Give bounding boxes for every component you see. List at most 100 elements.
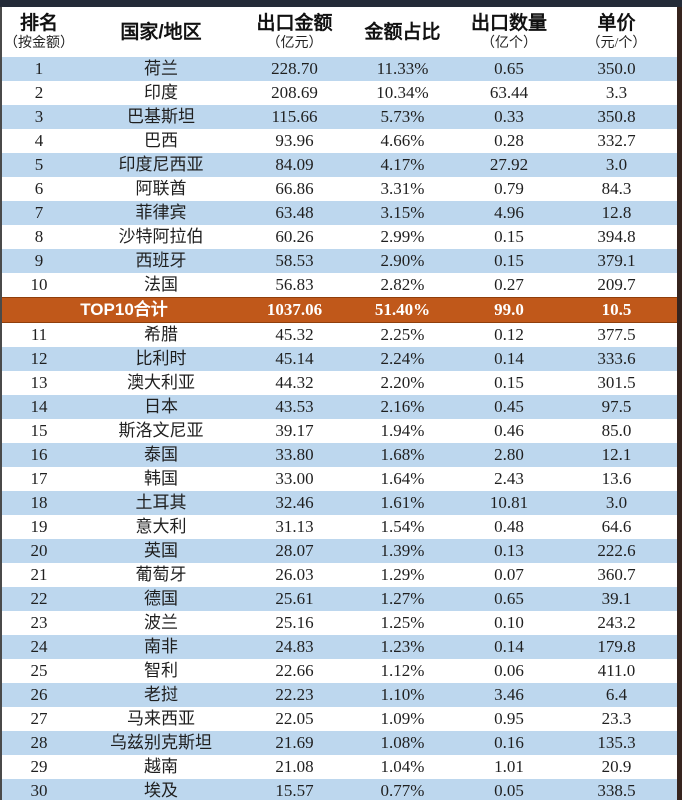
cell-rank: 2 [34, 83, 44, 102]
col-header-amount: 出口金额 （亿元） [246, 7, 343, 57]
cell-unit-price: 85.0 [601, 421, 632, 440]
cell-amount: 15.57 [275, 781, 314, 800]
cell-quantity: 0.28 [494, 131, 524, 150]
col-header-country-title: 国家/地区 [120, 21, 202, 43]
cell-rank: 7 [34, 203, 44, 222]
cell-share: 1.39% [380, 541, 425, 560]
cell-share: 2.16% [380, 397, 425, 416]
cell-quantity: 0.12 [494, 325, 524, 344]
cell-unit-price: 3.0 [605, 493, 628, 512]
cell-share: 0.77% [380, 781, 425, 800]
table-row: 9 西班牙 58.53 2.90% 0.15 379.1 [2, 249, 677, 273]
col-header-quantity-title: 出口数量 [470, 13, 547, 34]
cell-country: 波兰 [144, 613, 178, 632]
col-header-amount-title: 出口金额 [256, 13, 333, 34]
cell-share: 1.64% [380, 469, 425, 488]
cell-rank: 3 [34, 107, 44, 126]
cell-share: 1.61% [380, 493, 425, 512]
cell-unit-price: 13.6 [601, 469, 632, 488]
table-row: 30 埃及 15.57 0.77% 0.05 338.5 [2, 779, 677, 800]
cell-country: 西班牙 [135, 251, 187, 270]
table-row: 5 印度尼西亚 84.09 4.17% 27.92 3.0 [2, 153, 677, 177]
table-row: 14 日本 43.53 2.16% 0.45 97.5 [2, 395, 677, 419]
cell-rank: 9 [34, 251, 44, 270]
cell-rank: 22 [30, 589, 48, 608]
cell-share: 1.10% [380, 685, 425, 704]
cell-amount: 22.23 [275, 685, 314, 704]
cell-quantity: 0.07 [494, 565, 524, 584]
cell-share: 2.82% [380, 275, 425, 294]
cell-unit-price: 350.8 [597, 107, 636, 126]
cell-rank: 24 [30, 637, 48, 656]
cell-amount: 22.05 [275, 709, 314, 728]
cell-country: 韩国 [144, 469, 178, 488]
table-row: 20 英国 28.07 1.39% 0.13 222.6 [2, 539, 677, 563]
cell-quantity: 0.79 [494, 179, 524, 198]
col-header-share: 金额占比 [343, 7, 462, 57]
cell-unit-price: 338.5 [597, 781, 636, 800]
cell-amount: 60.26 [275, 227, 314, 246]
cell-share: 4.17% [380, 155, 425, 174]
cell-rank: 25 [30, 661, 48, 680]
col-header-unit-price-title: 单价 [597, 13, 636, 34]
cell-rank: 4 [34, 131, 44, 150]
cell-amount: 93.96 [275, 131, 314, 150]
cell-amount: 26.03 [275, 565, 314, 584]
col-header-quantity-subtitle: （亿个） [481, 36, 537, 51]
table-row: 24 南非 24.83 1.23% 0.14 179.8 [2, 635, 677, 659]
cell-amount: 63.48 [275, 203, 314, 222]
cell-amount: 45.14 [275, 349, 314, 368]
cell-share: 1.12% [380, 661, 425, 680]
cell-country: 巴西 [144, 131, 178, 150]
cell-quantity: 0.15 [494, 373, 524, 392]
cell-country: 日本 [144, 397, 178, 416]
cell-share: 11.33% [376, 59, 429, 78]
total-label: TOP10合计 [2, 297, 246, 323]
col-header-amount-subtitle: （亿元） [266, 36, 323, 51]
cell-unit-price: 209.7 [597, 275, 636, 294]
cell-share: 4.66% [380, 131, 425, 150]
cell-share: 2.24% [380, 349, 425, 368]
cell-unit-price: 10.5 [556, 297, 677, 323]
table-row: 2 印度 208.69 10.34% 63.44 3.3 [2, 81, 677, 105]
col-header-country: 国家/地区 [76, 7, 246, 57]
cell-rank: 13 [30, 373, 48, 392]
cell-amount: 31.13 [275, 517, 314, 536]
cell-rank: 15 [30, 421, 48, 440]
cell-unit-price: 222.6 [597, 541, 636, 560]
cell-share: 2.90% [380, 251, 425, 270]
total-row: TOP10合计 1037.06 51.40% 99.0 10.5 [2, 297, 677, 323]
cell-amount: 115.66 [271, 107, 318, 126]
cell-quantity: 63.44 [489, 83, 529, 102]
header-row: 排名 （按金额） 国家/地区 出口金额 （亿元） 金额占比 [2, 7, 677, 57]
cell-unit-price: 3.3 [605, 83, 628, 102]
cell-amount: 56.83 [275, 275, 314, 294]
cell-share: 1.94% [380, 421, 425, 440]
cell-rank: 12 [30, 349, 48, 368]
cell-quantity: 1.01 [494, 757, 524, 776]
table-row: 12 比利时 45.14 2.24% 0.14 333.6 [2, 347, 677, 371]
cell-amount: 24.83 [275, 637, 314, 656]
cell-unit-price: 411.0 [597, 661, 636, 680]
cell-country: 澳大利亚 [127, 373, 195, 392]
cell-unit-price: 12.1 [601, 445, 632, 464]
cell-rank: 6 [34, 179, 44, 198]
table-row: 21 葡萄牙 26.03 1.29% 0.07 360.7 [2, 563, 677, 587]
cell-amount: 208.69 [271, 83, 318, 102]
table-row: 29 越南 21.08 1.04% 1.01 20.9 [2, 755, 677, 779]
cell-unit-price: 360.7 [597, 565, 636, 584]
cell-share: 1.09% [380, 709, 425, 728]
cell-rank: 27 [30, 709, 48, 728]
cell-quantity: 0.27 [494, 275, 524, 294]
cell-quantity: 0.15 [494, 251, 524, 270]
cell-amount: 33.80 [275, 445, 314, 464]
cell-unit-price: 20.9 [601, 757, 632, 776]
cell-unit-price: 301.5 [597, 373, 636, 392]
table-row: 7 菲律宾 63.48 3.15% 4.96 12.8 [2, 201, 677, 225]
cell-country: 荷兰 [144, 59, 178, 78]
cell-amount: 1037.06 [246, 297, 343, 323]
cell-unit-price: 135.3 [597, 733, 636, 752]
cell-country: 法国 [144, 275, 178, 294]
cell-quantity: 0.48 [494, 517, 524, 536]
